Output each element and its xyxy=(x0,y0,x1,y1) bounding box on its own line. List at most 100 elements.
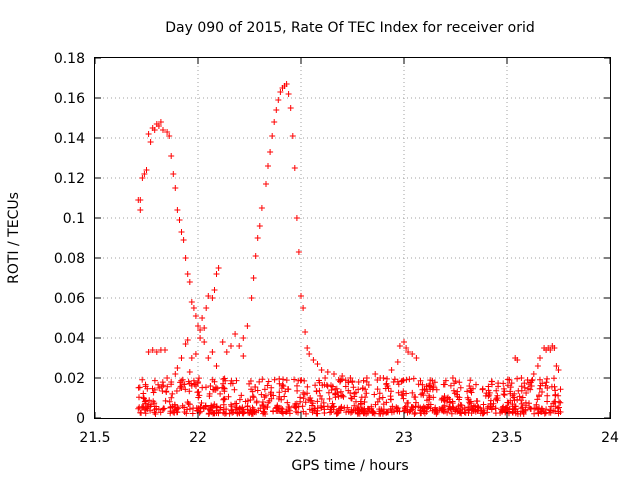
data-point xyxy=(276,380,283,387)
data-point xyxy=(388,409,395,416)
data-point xyxy=(259,376,266,383)
data-point xyxy=(412,409,419,416)
data-point xyxy=(208,403,214,410)
data-point xyxy=(527,379,534,386)
data-point xyxy=(440,406,447,413)
y-tick-label: 0.04 xyxy=(54,331,85,347)
data-point xyxy=(285,91,292,97)
data-point xyxy=(351,402,358,409)
data-point xyxy=(551,345,558,351)
data-point xyxy=(350,384,357,391)
data-point xyxy=(359,385,366,392)
data-point xyxy=(401,339,407,345)
data-point xyxy=(419,386,426,393)
y-tick-label: 0.16 xyxy=(54,91,85,107)
data-point xyxy=(260,410,267,417)
data-point xyxy=(417,377,424,384)
data-point xyxy=(171,401,178,408)
data-point xyxy=(429,386,436,393)
data-point xyxy=(394,359,401,365)
data-point xyxy=(370,409,377,416)
data-point xyxy=(376,395,383,402)
data-point xyxy=(172,371,179,377)
data-point xyxy=(554,405,561,412)
data-point xyxy=(271,119,278,125)
data-point xyxy=(236,405,243,412)
data-point xyxy=(474,403,481,410)
data-point xyxy=(542,409,549,416)
data-point xyxy=(163,388,170,395)
data-point xyxy=(197,327,204,333)
data-point xyxy=(214,385,221,392)
data-point xyxy=(433,410,440,417)
data-point xyxy=(509,392,516,399)
data-point xyxy=(184,399,191,406)
data-point xyxy=(449,398,456,405)
data-point xyxy=(390,379,397,385)
data-point xyxy=(271,376,278,383)
data-point xyxy=(173,388,180,394)
data-point xyxy=(405,349,412,355)
data-point xyxy=(239,410,246,417)
data-point xyxy=(548,407,554,414)
data-point xyxy=(551,375,557,382)
data-point xyxy=(277,89,284,95)
data-point xyxy=(314,398,321,405)
data-point xyxy=(211,287,218,293)
data-point xyxy=(178,385,185,391)
data-point xyxy=(353,398,359,405)
y-tick-label: 0.14 xyxy=(54,131,85,147)
data-point xyxy=(156,385,163,391)
data-point xyxy=(447,399,453,406)
x-tick-label: 24 xyxy=(601,430,619,446)
data-point xyxy=(273,107,280,113)
data-point xyxy=(166,133,173,139)
data-point xyxy=(192,351,199,357)
data-point xyxy=(495,383,502,390)
data-point xyxy=(509,409,516,416)
data-point xyxy=(157,119,164,125)
data-point xyxy=(188,299,195,305)
data-point xyxy=(166,398,173,405)
data-point xyxy=(240,335,247,341)
data-point xyxy=(400,395,407,402)
data-point xyxy=(423,383,430,390)
data-point xyxy=(160,382,167,389)
data-point xyxy=(347,375,354,381)
data-point xyxy=(197,404,204,410)
data-point xyxy=(160,405,167,412)
plot-frame xyxy=(94,57,611,419)
data-point xyxy=(521,380,528,387)
data-point xyxy=(507,397,514,404)
data-point xyxy=(492,405,499,412)
data-point xyxy=(418,407,424,414)
data-point xyxy=(479,386,486,393)
data-point xyxy=(489,381,495,388)
data-point xyxy=(536,393,542,400)
x-axis-label: GPS time / hours xyxy=(291,458,408,474)
data-point xyxy=(361,399,368,405)
data-point xyxy=(430,394,437,401)
data-point xyxy=(504,404,511,411)
data-point xyxy=(534,406,541,413)
data-point xyxy=(267,149,274,155)
data-point xyxy=(361,410,368,417)
data-point xyxy=(153,349,160,355)
data-point xyxy=(190,305,197,311)
data-point xyxy=(439,395,446,402)
data-point xyxy=(383,409,390,416)
data-point xyxy=(190,405,197,412)
data-point xyxy=(320,399,327,406)
data-point xyxy=(190,377,197,384)
data-point xyxy=(518,375,525,381)
data-point xyxy=(182,255,189,261)
data-point xyxy=(317,392,324,399)
data-point xyxy=(324,369,331,375)
data-point xyxy=(258,205,265,211)
data-point xyxy=(395,389,402,396)
data-point xyxy=(500,380,507,387)
data-point xyxy=(374,386,381,393)
data-point xyxy=(198,400,205,406)
data-point xyxy=(553,363,560,369)
data-point xyxy=(469,406,476,413)
